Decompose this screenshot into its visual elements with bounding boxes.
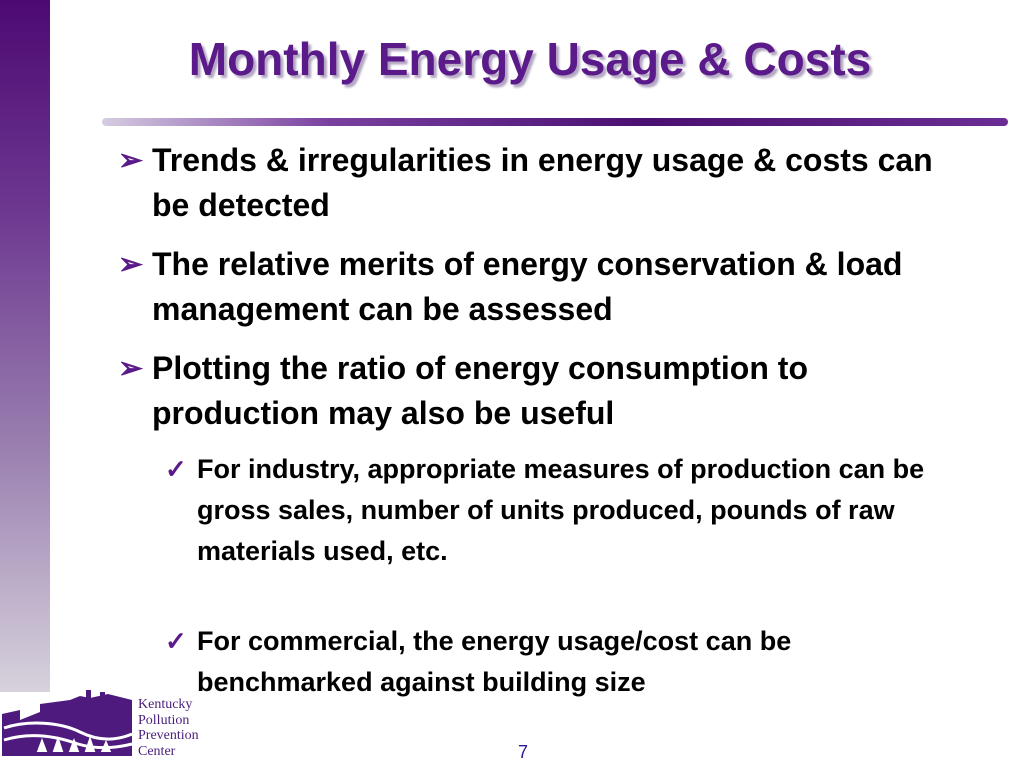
checkmark-bullet-icon: ✓ [165,626,187,656]
logo-tree [36,738,48,754]
logo-tree [68,738,80,754]
logo-smokestack [86,690,91,706]
bullet-item: ➢ Trends & irregularities in energy usag… [118,138,978,228]
sub-bullet-item: ✓ For industry, appropriate measures of … [165,449,965,572]
logo-tree [100,740,112,754]
logo-tree [52,736,64,754]
bullet-text: Trends & irregularities in energy usage … [152,142,933,223]
title-underline-rule [102,118,1008,126]
logo-wave-line [3,734,133,750]
side-gradient-bar [0,0,50,692]
bullet-item: ➢ The relative merits of energy conserva… [118,242,978,332]
bullet-text: Plotting the ratio of energy consumption… [152,350,808,431]
logo-ground-line [2,752,132,756]
arrowhead-bullet-icon: ➢ [118,352,144,385]
page-number: 7 [518,742,529,762]
logo-line: Kentucky [138,697,193,712]
logo-line: Center [138,743,176,759]
bullet-item: ➢ Plotting the ratio of energy consumpti… [118,346,978,436]
sub-bullet-item: ✓ For commercial, the energy usage/cost … [165,621,965,703]
logo-line: Pollution [138,712,190,728]
bullet-text: The relative merits of energy conservati… [152,246,903,327]
logo-wave-line [3,721,133,741]
arrowhead-bullet-icon: ➢ [118,144,144,177]
logo-wordmark: Kentucky Pollution Prevention Center [138,697,199,759]
logo-smokestack [100,692,105,706]
kppc-logo [2,690,133,756]
checkmark-bullet-icon: ✓ [165,454,187,484]
slide-title: Monthly Energy Usage & Costs [188,33,872,85]
arrowhead-bullet-icon: ➢ [118,248,144,281]
logo-line: Prevention [138,728,199,743]
sub-bullet-text: For industry, appropriate measures of pr… [197,454,925,566]
logo-tree [84,736,96,754]
sub-bullet-text: For commercial, the energy usage/cost ca… [197,626,792,697]
